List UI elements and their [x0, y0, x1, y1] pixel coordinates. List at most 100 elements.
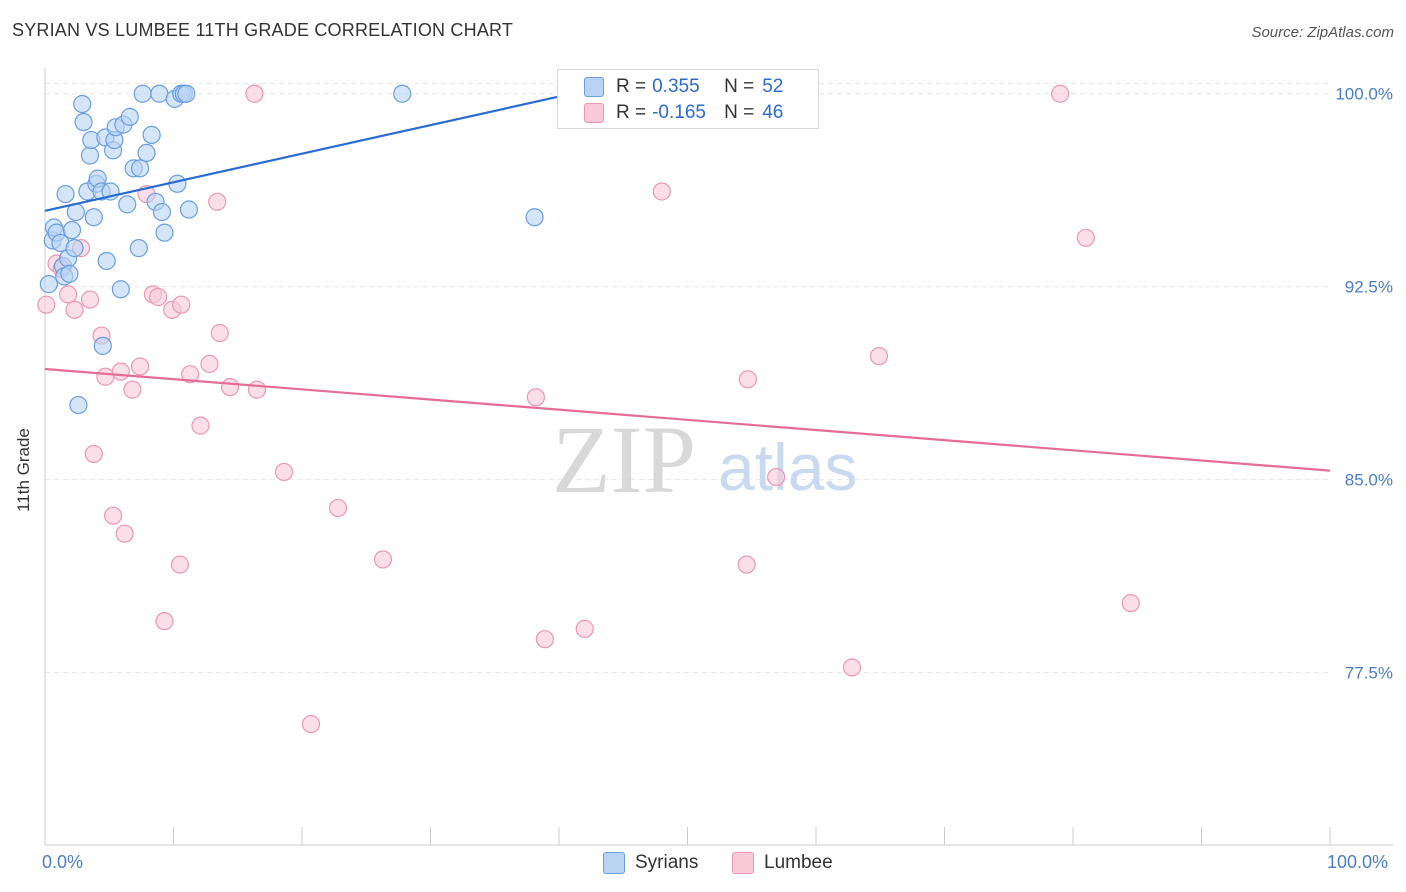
lumbee-point — [535, 630, 554, 649]
y-tick-label: 92.5% — [1345, 278, 1393, 297]
stats-legend-row-lumbee: R = -0.165 N = 46 — [584, 101, 783, 125]
lumbee-legend-swatch — [732, 852, 754, 874]
axes — [44, 68, 1393, 846]
watermark-atlas: atlas — [718, 430, 857, 504]
lumbee-swatch — [584, 103, 604, 123]
syrians-point — [62, 220, 82, 240]
trend-lines — [44, 92, 1331, 472]
gridlines — [45, 82, 1330, 674]
syrians-point — [60, 264, 79, 283]
lumbee-point — [104, 506, 123, 525]
y-tick-label: 100.0% — [1335, 85, 1393, 104]
syrians-trend-line — [44, 92, 573, 212]
n-value: 46 — [762, 102, 784, 123]
lumbee-point — [172, 295, 191, 314]
lumbee-point — [247, 380, 267, 399]
lumbee-point — [123, 380, 142, 399]
x-tick-label-min: 0.0% — [42, 852, 84, 872]
lumbee-point — [274, 462, 294, 482]
source-credit: Source: ZipAtlas.com — [1251, 24, 1394, 41]
y-tick-label: 77.5% — [1345, 664, 1393, 683]
syrians-point — [137, 143, 156, 163]
lumbee-point — [210, 323, 229, 343]
syrians-point — [393, 84, 412, 103]
legend-label-syrians: Syrians — [635, 852, 699, 873]
lumbee-point — [111, 362, 130, 381]
syrians-point — [150, 84, 169, 103]
syrians-point — [525, 208, 544, 227]
watermark-zip: ZIP — [552, 406, 696, 513]
syrians-point — [133, 84, 152, 103]
lumbee-point — [1076, 228, 1095, 247]
syrians-point — [74, 112, 93, 132]
syrians-swatch — [584, 77, 604, 97]
syrians-point — [142, 125, 161, 144]
syrians-point — [84, 208, 103, 227]
syrians-point — [73, 94, 92, 114]
r-value: 0.355 — [652, 76, 700, 97]
lumbee-point — [220, 377, 240, 397]
syrians-point — [56, 184, 75, 204]
chart-title: SYRIAN VS LUMBEE 11TH GRADE CORRELATION … — [12, 20, 514, 40]
r-value: -0.165 — [652, 102, 706, 123]
x-tick-label-max: 100.0% — [1327, 852, 1389, 872]
syrians-point — [130, 159, 150, 178]
lumbee-point — [869, 347, 889, 366]
legend-item-lumbee[interactable]: Lumbee — [732, 852, 833, 874]
syrians-point — [69, 395, 88, 415]
syrians-point — [111, 280, 130, 299]
lumbee-point — [738, 370, 757, 389]
lumbee-point — [59, 285, 78, 304]
syrians-point — [65, 238, 84, 258]
syrians-point — [80, 146, 100, 165]
legend-label-lumbee: Lumbee — [764, 852, 833, 873]
data-points — [37, 84, 1140, 734]
syrians-point — [155, 223, 174, 242]
lumbee-point — [84, 444, 103, 464]
y-tick-labels: 100.0% 92.5% 85.0% 77.5% — [1335, 85, 1393, 683]
lumbee-point — [96, 367, 115, 386]
lumbee-point — [148, 287, 168, 307]
lumbee-point — [200, 354, 219, 373]
syrians-legend-swatch — [603, 852, 625, 874]
syrians-point — [152, 202, 172, 222]
lumbee-point — [373, 550, 393, 569]
lumbee-point — [652, 182, 671, 201]
lumbee-point — [526, 388, 545, 407]
syrians-point — [93, 336, 112, 355]
lumbee-point — [575, 619, 594, 638]
r-label: R = — [616, 76, 647, 97]
lumbee-point — [130, 357, 150, 376]
lumbee-point — [1051, 84, 1070, 103]
lumbee-point — [65, 300, 84, 319]
r-label: R = — [616, 102, 647, 123]
n-label: N = — [724, 102, 755, 123]
lumbee-point — [80, 290, 100, 309]
n-value: 52 — [762, 76, 784, 97]
syrians-point — [177, 84, 196, 103]
lumbee-point — [737, 555, 756, 574]
lumbee-point — [181, 365, 200, 384]
lumbee-point — [842, 658, 862, 677]
stats-legend-row-syrians: R = 0.355 N = 52 — [584, 75, 783, 99]
syrians-point — [118, 195, 137, 214]
lumbee-point — [155, 612, 174, 631]
syrians-point — [179, 200, 199, 219]
lumbee-point — [301, 714, 321, 734]
y-tick-label: 85.0% — [1345, 471, 1393, 490]
lumbee-point — [37, 295, 56, 314]
series-legend: Syrians Lumbee — [0, 852, 1406, 878]
lumbee-point — [328, 498, 348, 518]
watermark: ZIP atlas — [552, 406, 857, 513]
lumbee-point — [767, 467, 786, 487]
lumbee-point — [245, 84, 264, 103]
lumbee-point — [115, 524, 134, 543]
lumbee-point — [191, 416, 210, 435]
syrians-point — [97, 251, 116, 271]
syrians-point — [129, 238, 148, 258]
syrians-point — [39, 275, 58, 294]
legend-item-syrians[interactable]: Syrians — [603, 852, 698, 874]
lumbee-point — [170, 555, 190, 574]
n-label: N = — [724, 76, 755, 97]
